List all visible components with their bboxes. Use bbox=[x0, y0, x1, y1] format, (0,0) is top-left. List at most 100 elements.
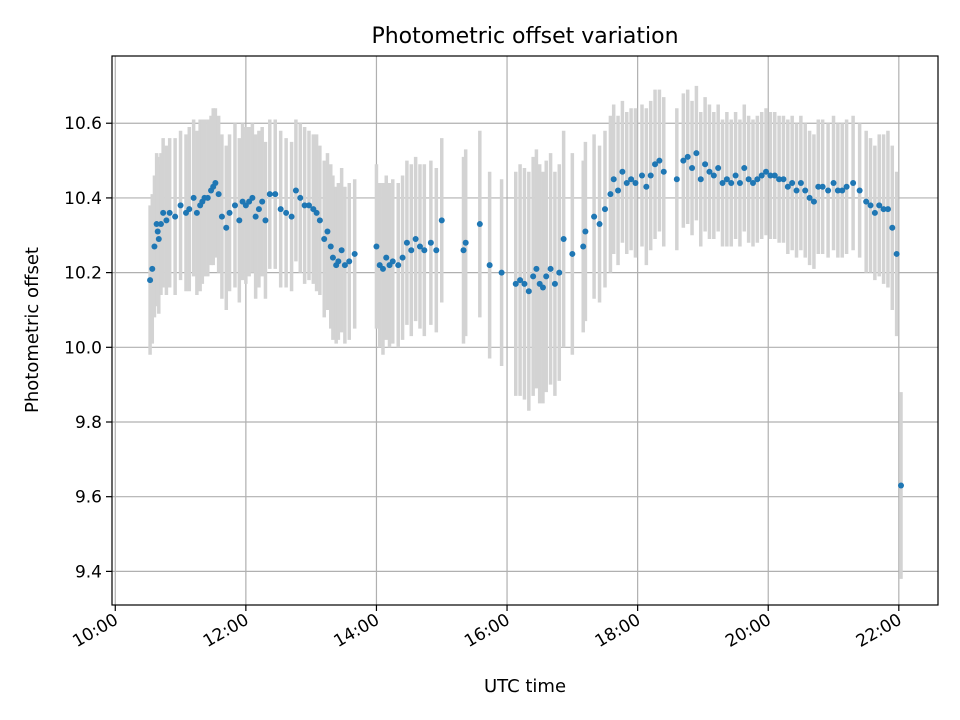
data-point bbox=[591, 213, 598, 220]
data-point bbox=[863, 198, 870, 205]
data-point bbox=[147, 277, 154, 284]
data-point bbox=[643, 183, 650, 190]
data-point bbox=[784, 183, 791, 190]
data-point bbox=[776, 176, 783, 183]
y-tick-label: 9.8 bbox=[75, 413, 102, 433]
data-point bbox=[767, 172, 774, 179]
data-point bbox=[486, 262, 493, 269]
data-point bbox=[212, 179, 219, 186]
y-tick-label: 10.2 bbox=[64, 264, 102, 284]
data-point bbox=[619, 168, 626, 175]
data-point bbox=[427, 239, 434, 246]
data-point bbox=[476, 221, 483, 228]
data-point bbox=[412, 236, 419, 242]
data-point bbox=[283, 209, 290, 216]
data-point bbox=[610, 176, 617, 183]
data-point bbox=[673, 176, 680, 183]
data-point bbox=[897, 482, 904, 489]
data-point bbox=[647, 172, 654, 179]
data-point bbox=[867, 202, 874, 209]
data-point bbox=[797, 179, 804, 186]
data-point bbox=[383, 254, 390, 261]
data-point bbox=[810, 198, 817, 205]
data-point bbox=[684, 153, 691, 160]
data-point bbox=[177, 202, 184, 209]
data-point bbox=[252, 213, 259, 220]
data-point bbox=[623, 179, 630, 186]
data-point bbox=[327, 243, 334, 250]
data-point bbox=[215, 191, 222, 198]
data-point bbox=[151, 243, 158, 250]
data-point bbox=[834, 187, 841, 194]
plot-frame bbox=[111, 55, 939, 606]
data-points bbox=[147, 150, 904, 489]
data-point bbox=[749, 179, 756, 186]
data-point bbox=[893, 250, 900, 257]
data-point bbox=[715, 165, 722, 172]
y-tick-label: 10.0 bbox=[64, 338, 102, 358]
data-point bbox=[580, 243, 587, 250]
data-point bbox=[871, 209, 878, 216]
data-point bbox=[789, 179, 796, 186]
data-point bbox=[638, 172, 645, 179]
data-point bbox=[889, 224, 896, 231]
data-point bbox=[204, 194, 211, 201]
data-point bbox=[723, 176, 730, 183]
data-point bbox=[255, 206, 262, 213]
data-point bbox=[745, 176, 752, 183]
data-point bbox=[223, 224, 230, 231]
data-point bbox=[719, 179, 726, 186]
data-point bbox=[793, 187, 800, 194]
data-point bbox=[763, 168, 770, 175]
data-point bbox=[819, 183, 826, 190]
data-point bbox=[433, 247, 440, 254]
data-point bbox=[615, 187, 622, 194]
data-point bbox=[341, 262, 348, 269]
y-tick-label: 10.6 bbox=[64, 114, 102, 134]
data-point bbox=[758, 172, 765, 179]
data-point bbox=[697, 176, 704, 183]
data-point bbox=[408, 247, 415, 254]
data-point bbox=[301, 202, 308, 209]
data-point bbox=[395, 262, 402, 269]
data-point bbox=[421, 247, 428, 254]
data-point bbox=[226, 209, 233, 216]
data-point bbox=[313, 209, 320, 216]
data-point bbox=[399, 254, 406, 261]
data-point bbox=[266, 191, 273, 198]
data-point bbox=[351, 250, 358, 257]
data-point bbox=[736, 179, 743, 186]
data-point bbox=[660, 168, 667, 175]
data-point bbox=[830, 179, 837, 186]
data-point bbox=[218, 213, 225, 220]
data-point bbox=[652, 161, 659, 168]
data-point bbox=[517, 277, 524, 284]
data-point bbox=[193, 209, 200, 216]
data-point bbox=[596, 221, 603, 228]
data-point bbox=[163, 217, 170, 224]
data-point bbox=[231, 202, 238, 209]
data-point bbox=[157, 221, 164, 228]
data-point bbox=[754, 176, 761, 183]
data-point bbox=[533, 265, 540, 272]
data-point bbox=[190, 194, 197, 201]
data-point bbox=[277, 206, 284, 213]
data-point bbox=[656, 157, 663, 164]
data-point bbox=[693, 150, 700, 157]
data-point bbox=[539, 284, 546, 291]
data-point bbox=[628, 176, 635, 183]
data-point bbox=[305, 202, 312, 209]
data-point bbox=[155, 236, 162, 242]
data-point bbox=[551, 280, 558, 287]
data-point bbox=[160, 209, 167, 216]
data-point bbox=[153, 221, 160, 228]
data-point bbox=[249, 194, 256, 201]
data-point bbox=[172, 213, 179, 220]
data-point bbox=[462, 239, 469, 246]
data-point bbox=[521, 280, 528, 287]
data-point bbox=[316, 217, 323, 224]
data-point bbox=[880, 206, 887, 213]
x-axis-label: UTC time bbox=[484, 676, 566, 697]
data-point bbox=[438, 217, 445, 224]
